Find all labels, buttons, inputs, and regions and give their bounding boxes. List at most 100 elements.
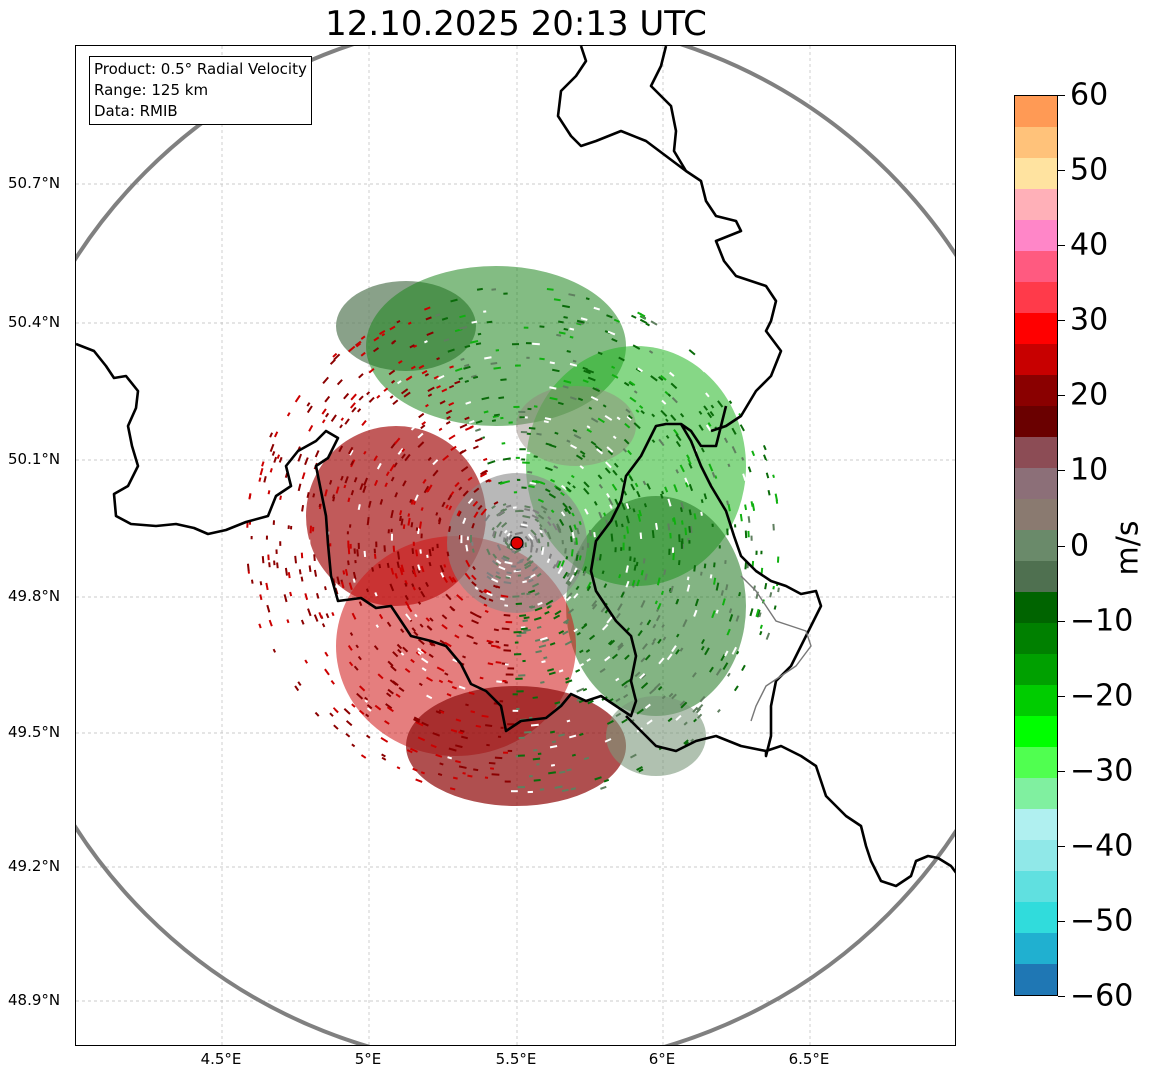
echo-speckle [515, 677, 523, 680]
echo-speckle [693, 513, 697, 520]
echo-speckle [337, 368, 342, 373]
echo-speckle [368, 396, 375, 403]
echo-speckle [501, 480, 511, 484]
echo-speckle [465, 401, 472, 405]
echo-speckle [548, 553, 553, 560]
echo-speckle [308, 539, 311, 547]
echo-speckle [695, 707, 702, 714]
echo-speckle [490, 644, 500, 648]
echo-speckle [563, 327, 569, 331]
echo-speckle [777, 587, 780, 593]
echo-speckle [439, 400, 446, 405]
echo-speckle [324, 651, 329, 657]
echo-speckle [462, 655, 466, 659]
echo-speckle [565, 486, 572, 493]
echo-speckle [495, 661, 502, 664]
echo-speckle [705, 392, 710, 398]
lon-tick-4-5: 4.5°E [200, 1050, 242, 1068]
echo-speckle [539, 636, 548, 641]
echo-speckle [464, 416, 470, 421]
echo-speckle [332, 352, 338, 358]
echo-speckle [606, 314, 613, 319]
colorbar-tick-mark [1058, 545, 1065, 547]
colorbar-tick-mark [1058, 620, 1065, 622]
echo-speckle [665, 418, 669, 423]
echo-speckle [544, 488, 551, 493]
echo-speckle [628, 546, 631, 551]
echo-speckle [639, 404, 644, 410]
echo-speckle [514, 531, 523, 536]
echo-speckle [572, 359, 577, 363]
lon-tick-6-5: 6.5°E [788, 1050, 830, 1068]
echo-speckle [521, 592, 525, 596]
echo-speckle [700, 645, 705, 651]
echo-speckle [449, 605, 456, 612]
echo-speckle [641, 315, 647, 320]
echo-speckle [388, 369, 396, 376]
echo-speckle [339, 424, 343, 429]
echo-speckle [684, 482, 689, 488]
echo-speckle [390, 476, 395, 482]
echo-speckle [586, 585, 592, 592]
echo-speckle [609, 504, 613, 509]
echo-speckle [672, 552, 675, 561]
echo-speckle [421, 721, 429, 727]
lat-tick-50-1: 50.1°N [8, 450, 61, 468]
echo-speckle [378, 563, 382, 569]
echo-speckle [407, 517, 411, 526]
echo-speckle [343, 707, 351, 715]
echo-speckle [631, 579, 636, 587]
echo-speckle [290, 525, 293, 530]
echo-speckle [389, 463, 396, 472]
echo-speckle [637, 367, 643, 373]
echo-speckle [473, 511, 479, 518]
echo-speckle [379, 329, 386, 335]
echo-speckle [728, 400, 733, 405]
echo-speckle [731, 427, 737, 435]
echo-speckle [402, 480, 407, 487]
echo-speckle [417, 638, 425, 645]
echo-speckle [564, 548, 567, 554]
echo-speckle [411, 583, 415, 588]
echo-speckle [565, 679, 573, 684]
echo-speckle [569, 574, 575, 582]
echo-speckle [343, 392, 350, 400]
echo-speckle [706, 412, 713, 419]
echo-speckle [417, 736, 426, 742]
echo-speckle [593, 306, 601, 311]
echo-speckle [318, 611, 323, 619]
echo-speckle [715, 609, 719, 614]
echo-speckle [618, 573, 622, 579]
echo-speckle [483, 588, 492, 594]
echo-speckle [495, 349, 500, 352]
colorbar-tick-label: −40 [1070, 828, 1134, 864]
echo-speckle [449, 787, 456, 791]
echo-speckle [607, 449, 614, 456]
echo-speckle [502, 503, 507, 506]
echo-speckle [455, 744, 463, 749]
echo-speckle [415, 721, 424, 727]
echo-speckle [450, 728, 458, 733]
echo-speckle [332, 496, 336, 502]
echo-speckle [747, 466, 752, 473]
echo-speckle [381, 756, 387, 761]
echo-speckle [513, 631, 522, 634]
echo-speckle [464, 363, 470, 368]
echo-speckle [675, 433, 682, 442]
echo-speckle [478, 589, 484, 594]
echo-speckle [386, 706, 394, 713]
echo-speckle [364, 699, 369, 703]
echo-speckle [451, 576, 457, 583]
echo-speckle [575, 585, 580, 591]
echo-speckle [655, 614, 661, 622]
radar-map[interactable] [75, 45, 956, 1046]
echo-speckle [724, 560, 727, 564]
echo-speckle [488, 598, 494, 602]
echo-speckle [512, 595, 520, 598]
echo-speckle [660, 590, 664, 595]
echo-speckle [573, 592, 579, 599]
echo-speckle [374, 479, 379, 486]
radar-map-canvas [76, 46, 955, 1045]
echo-speckle [640, 569, 644, 576]
echo-speckle [727, 672, 731, 677]
